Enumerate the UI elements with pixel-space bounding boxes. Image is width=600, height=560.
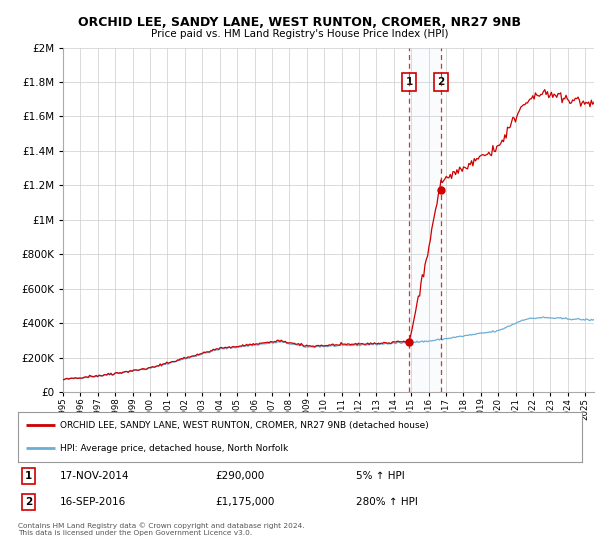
Text: 280% ↑ HPI: 280% ↑ HPI	[356, 497, 418, 507]
Text: 1: 1	[406, 77, 413, 87]
Text: ORCHID LEE, SANDY LANE, WEST RUNTON, CROMER, NR27 9NB: ORCHID LEE, SANDY LANE, WEST RUNTON, CRO…	[79, 16, 521, 29]
Bar	[409, 48, 441, 392]
Text: Price paid vs. HM Land Registry's House Price Index (HPI): Price paid vs. HM Land Registry's House …	[151, 29, 449, 39]
Text: 17-NOV-2014: 17-NOV-2014	[60, 470, 130, 480]
Text: 1: 1	[25, 470, 32, 480]
Text: 2: 2	[25, 497, 32, 507]
Text: 16-SEP-2016: 16-SEP-2016	[60, 497, 127, 507]
Text: £1,175,000: £1,175,000	[215, 497, 275, 507]
Text: £290,000: £290,000	[215, 470, 265, 480]
Text: HPI: Average price, detached house, North Norfolk: HPI: Average price, detached house, Nort…	[60, 444, 289, 453]
Text: ORCHID LEE, SANDY LANE, WEST RUNTON, CROMER, NR27 9NB (detached house): ORCHID LEE, SANDY LANE, WEST RUNTON, CRO…	[60, 421, 429, 430]
Text: 5% ↑ HPI: 5% ↑ HPI	[356, 470, 405, 480]
Text: Contains HM Land Registry data © Crown copyright and database right 2024.
This d: Contains HM Land Registry data © Crown c…	[18, 522, 305, 535]
Text: 2: 2	[437, 77, 445, 87]
